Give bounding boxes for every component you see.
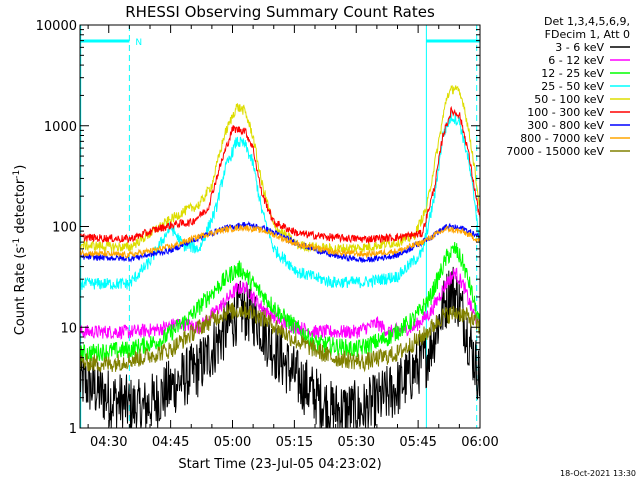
series-line-1 — [80, 266, 480, 428]
series-line-8 — [80, 224, 480, 259]
y-tick-label-1: 1 — [69, 422, 77, 437]
y-axis-label-exponent-2: -1 — [12, 170, 22, 179]
series-line-9 — [80, 300, 480, 373]
x-tick-label-6: 05:45 — [399, 435, 436, 450]
x-tick-label-5: 05:30 — [338, 435, 375, 450]
legend: Det 1,3,4,5,6,9, FDecim 1, Att 0 3 - 6 k… — [506, 15, 630, 158]
legend-header-line-1: Det 1,3,4,5,6,9, — [544, 15, 630, 28]
legend-entry-4: 25 - 50 keV — [541, 80, 604, 93]
x-tick-label-2: 04:45 — [152, 435, 189, 450]
series-line-5 — [80, 85, 480, 255]
x-tick-label-3: 05:00 — [214, 435, 251, 450]
y-axis-label-rest: detector — [13, 178, 28, 238]
x-tick-label-1: 04:30 — [90, 435, 127, 450]
y-axis-label-end: ) — [13, 165, 28, 170]
legend-entry-7: 300 - 800 keV — [527, 119, 604, 132]
chart-title: RHESSI Observing Summary Count Rates — [125, 3, 435, 21]
x-axis-label: Start Time (23-Jul-05 04:23:02) — [178, 457, 381, 472]
x-tick-label-4: 05:15 — [276, 435, 313, 450]
legend-entry-5: 50 - 100 keV — [534, 93, 604, 106]
y-tick-label-3: 100 — [52, 221, 77, 236]
legend-entry-9: 7000 - 15000 keV — [506, 145, 604, 158]
y-tick-label-5: 10000 — [36, 19, 77, 34]
x-tick-label-7: 06:00 — [461, 435, 498, 450]
plot-area: N 04:30 04:45 05:00 05:15 05:30 05:45 06:00 1 10 1… — [36, 19, 499, 450]
legend-header-line-2: FDecim 1, Att 0 — [545, 28, 630, 41]
y-axis-label: Count Rate (s-1 detector-1) — [12, 165, 28, 336]
y-axis-label-main: Count Rate (s — [13, 247, 28, 336]
legend-entry-1: 3 - 6 keV — [555, 41, 604, 54]
flag-label: N — [135, 38, 142, 48]
y-tick-label-4: 1000 — [44, 120, 77, 135]
series-line-6 — [80, 105, 480, 245]
legend-entry-2: 6 - 12 keV — [548, 54, 604, 67]
legend-entry-8: 800 - 7000 keV — [520, 132, 604, 145]
series-line-4 — [80, 111, 480, 291]
generation-timestamp: 18-Oct-2021 13:30 — [560, 469, 636, 478]
legend-entry-6: 100 - 300 keV — [527, 106, 604, 119]
y-axis-label-exponent: -1 — [12, 238, 22, 247]
legend-entry-3: 12 - 25 keV — [541, 67, 604, 80]
y-tick-label-2: 10 — [60, 321, 77, 336]
series-line-3 — [80, 241, 480, 363]
